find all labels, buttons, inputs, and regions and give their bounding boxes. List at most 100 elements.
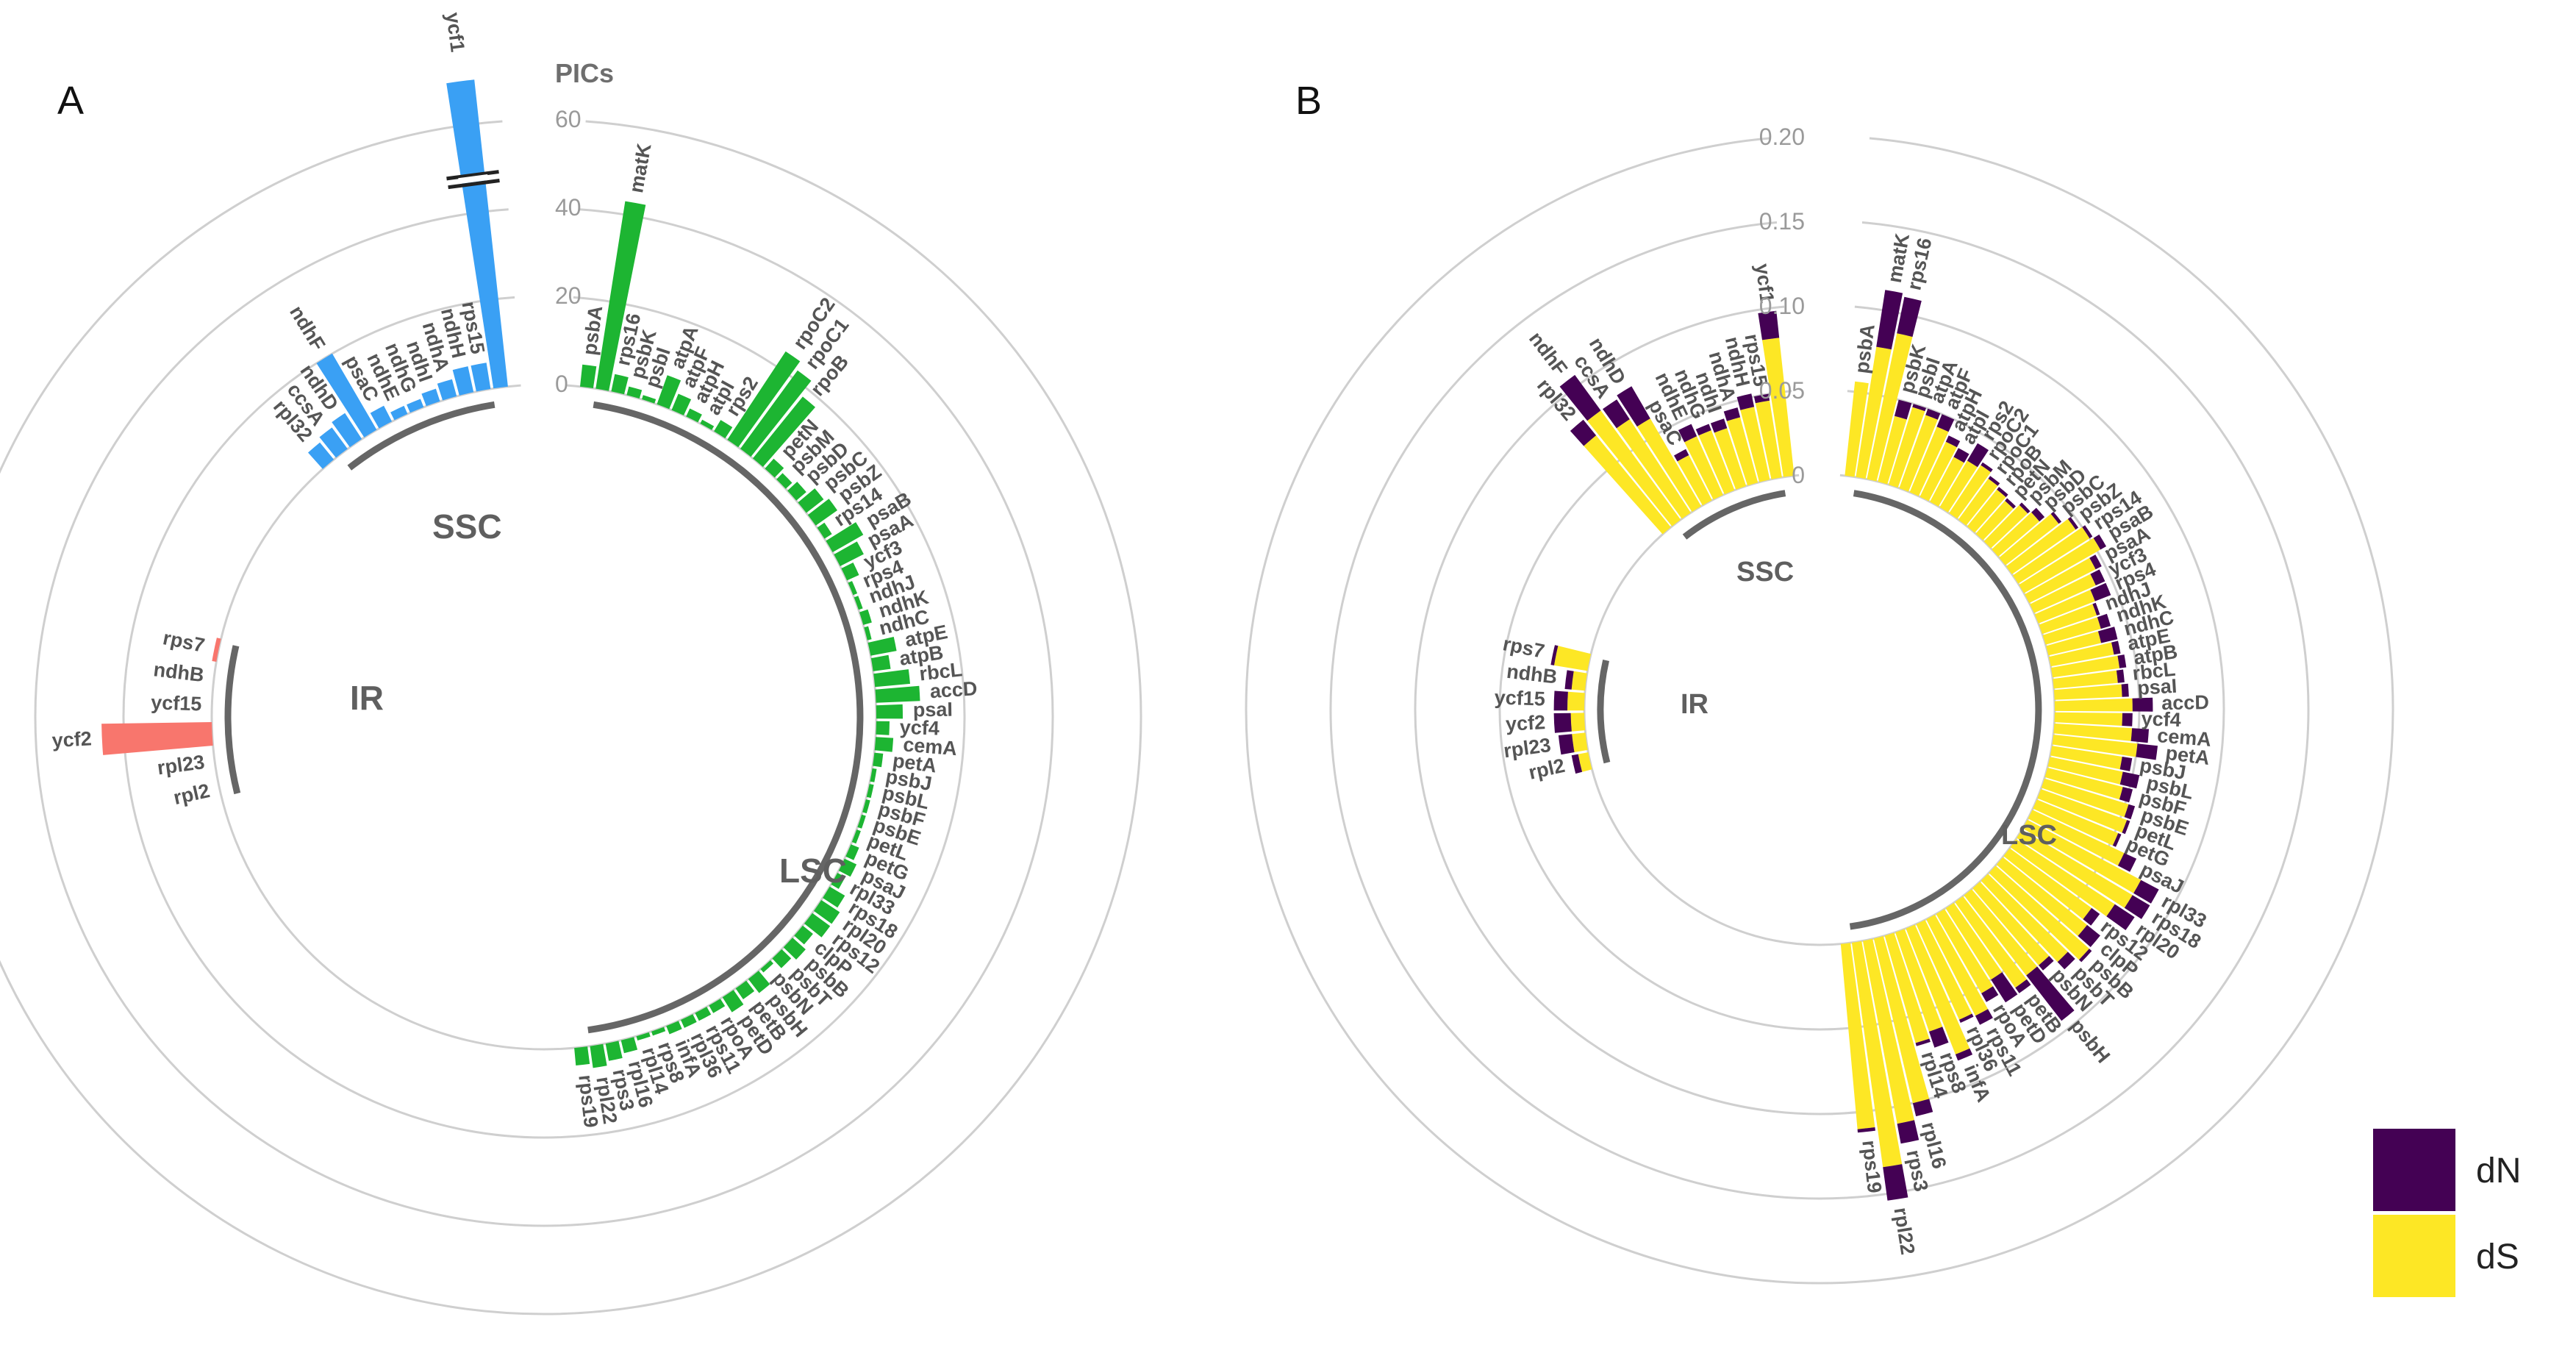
panel-a-bars (101, 79, 920, 1068)
bar-dn-ycf15 (1553, 690, 1568, 711)
bar-dn-rps7 (1550, 645, 1559, 665)
panel-b-ticks: 0 0.05 0.10 0.15 0.20 (1759, 124, 1805, 488)
bar-ds-ycf1 (1762, 338, 1795, 477)
bar-ccsA (319, 427, 348, 458)
bar-rps15 (471, 363, 491, 392)
bar-ds-psaA (2025, 557, 2096, 604)
bar-ds-atpA (1899, 415, 1938, 492)
bar-dn-rpl20 (2106, 904, 2135, 930)
bar-ds-rps2 (1939, 460, 1978, 513)
panel-b-tick-label: 0.15 (1759, 208, 1805, 235)
bar-ndhF (316, 353, 377, 438)
panel-b-grid-circle (1245, 137, 2394, 1285)
bar-dn-rps3 (1897, 1120, 1920, 1144)
bar-ndhJ (854, 596, 863, 610)
bar-petN (765, 458, 784, 478)
bar-ds-ndhJ (2039, 604, 2097, 635)
bar-dn-rpoA (1981, 986, 1999, 1002)
bar-ycf2 (101, 722, 213, 755)
bar-ds-rpl2 (1578, 752, 1592, 772)
bar-dn-psbH (2026, 966, 2075, 1021)
bar-ds-ycf3 (2030, 574, 2096, 613)
bar-psbE (857, 814, 866, 829)
bar-ndhE (390, 405, 408, 421)
bar-dn-psaC (1674, 449, 1689, 462)
bar-rps14 (817, 522, 832, 539)
panel-b-grid-circle (1329, 221, 2310, 1200)
bar-ds-petL (2037, 789, 2128, 833)
bar-ndhH (452, 366, 474, 396)
bar-ds-ndhD (1636, 418, 1702, 513)
bar-rps8 (651, 1027, 666, 1036)
bar-ds-psbM (1983, 504, 2028, 549)
panel-a-tick-label: 60 (555, 106, 582, 132)
bar-ds-rpoB (1967, 489, 2006, 533)
bar-ds-rpl22 (1851, 940, 1903, 1168)
bar-ds-psbN (1972, 882, 2050, 965)
bar-dn-psbT (2057, 952, 2075, 970)
panel-a-region-ssc: SSC (432, 507, 502, 546)
bar-cemA (874, 737, 894, 752)
bar-dn-rps4 (2090, 582, 2111, 601)
bar-dn-ccsA (1603, 399, 1630, 429)
panel-b-grid-circle (1583, 474, 2056, 946)
bar-rpl33 (831, 873, 845, 889)
gene-label-rpl22: rpl22 (1889, 1206, 1919, 1256)
panel-a-gene-labels: psbAmatKrps16psbKpsbIatpAatpFatpHatpIrps… (51, 11, 978, 1129)
bar-ds-ycf4 (2054, 712, 2122, 726)
gene-label-ndhB: ndhB (152, 658, 205, 686)
bar-dn-petG (2112, 833, 2122, 847)
bar-dn-rps16 (1897, 296, 1922, 338)
bar-petG (845, 844, 859, 860)
bar-dn-rpoC1 (1988, 476, 2000, 486)
bar-ds-rpl32 (1584, 435, 1671, 535)
bar-dn-rpl33 (2133, 879, 2159, 904)
bar-ds-rps15 (1755, 400, 1782, 479)
bar-ds-psbE (2041, 778, 2129, 818)
bar-dn-rps14 (2082, 525, 2093, 539)
bar-psbJ (870, 768, 877, 782)
bar-dn-atpH (1945, 435, 1961, 448)
bar-ds-rpoC2 (1949, 465, 1991, 519)
bar-dn-petA (2136, 743, 2158, 760)
bar-dn-infA (1955, 1048, 1973, 1061)
bar-rps2 (714, 420, 733, 439)
bar-dn-ycf3 (2090, 569, 2105, 586)
bar-rps16 (611, 374, 629, 395)
bar-psaB (826, 522, 864, 552)
bar-dn-ndhG (1695, 424, 1711, 436)
gene-label-ndhB: ndhB (1506, 660, 1559, 688)
bar-psbI (642, 395, 656, 404)
bar-dn-rpl36 (1959, 1013, 1974, 1023)
bar-dn-atpA (1925, 408, 1941, 420)
bar-dn-accD (2132, 697, 2153, 712)
bar-ds-ndhF (1587, 410, 1681, 526)
bar-ds-rpl36 (1916, 920, 1972, 1020)
gene-label-cemA: cemA (902, 733, 958, 760)
bar-ds-rps4 (2034, 590, 2095, 624)
bar-petD (722, 990, 744, 1013)
bar-ds-psaB (2019, 538, 2101, 593)
bar-ds-clpP (1996, 857, 2087, 936)
bar-rpl32 (308, 442, 334, 469)
gene-label-rps7: rps7 (1501, 632, 1547, 663)
bar-dn-rpl14 (1915, 1038, 1931, 1046)
bar-ndhA (437, 379, 457, 401)
gene-label-matK: matK (625, 141, 655, 194)
panel-b-tick-label: 0.05 (1759, 377, 1805, 404)
bar-rpl36 (681, 1014, 697, 1028)
bar-dn-ndhC (2097, 626, 2118, 643)
bar-ds-ndhK (2042, 617, 2101, 645)
bar-rpl14 (636, 1032, 651, 1040)
region-arc-ssc (1682, 490, 1786, 540)
bar-ds-psbT (1981, 874, 2068, 963)
bar-ds-psaI (2053, 684, 2122, 700)
legend-swatch-ds (2373, 1215, 2455, 1297)
bar-petB (735, 980, 755, 999)
bar-dn-psbL (2119, 771, 2140, 789)
bar-ycf3 (841, 563, 859, 581)
panel-label-b: B (1295, 79, 1322, 123)
panel-a-region-ir: IR (350, 679, 384, 717)
bar-dn-psbB (2078, 949, 2092, 963)
bar-ds-ycf15 (1567, 691, 1585, 711)
